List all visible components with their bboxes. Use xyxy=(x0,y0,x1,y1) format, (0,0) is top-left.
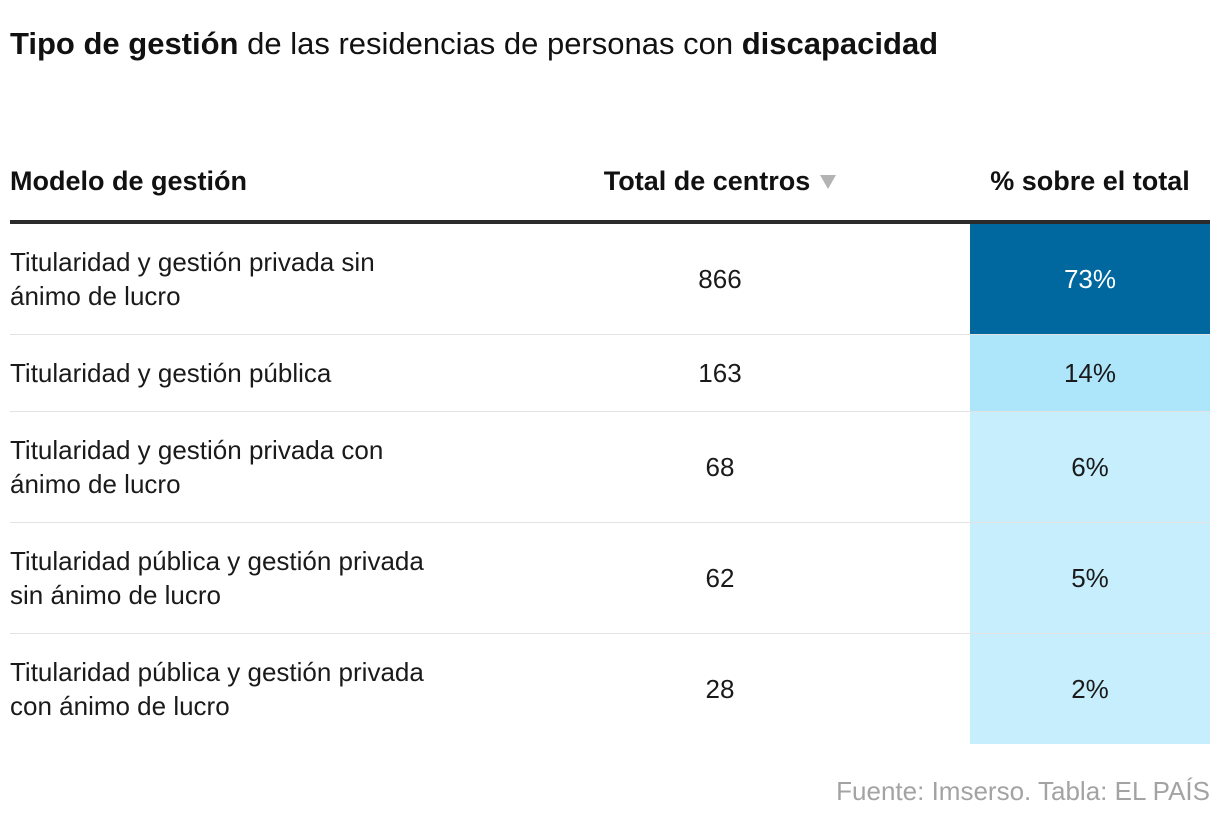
cell-pct: 2% xyxy=(970,634,1210,744)
source-note: Fuente: Imserso. Tabla: EL PAÍS xyxy=(836,776,1210,806)
header-total[interactable]: Total de centros xyxy=(520,160,920,202)
table-row: Titularidad y gestión pública 163 14% xyxy=(10,335,1210,412)
cell-pct: 6% xyxy=(970,412,1210,522)
cell-pct: 73% xyxy=(970,224,1210,334)
cell-model: Titularidad y gestión privada sin ánimo … xyxy=(10,247,375,311)
table-header: Modelo de gestión Total de centros % sob… xyxy=(10,120,1210,224)
header-model[interactable]: Modelo de gestión xyxy=(10,166,248,196)
cell-pct: 14% xyxy=(970,335,1210,411)
cell-total: 68 xyxy=(705,451,735,482)
table-row: Titularidad pública y gestión privada co… xyxy=(10,634,1210,744)
cell-model: Titularidad y gestión privada con ánimo … xyxy=(10,435,384,499)
cell-pct: 5% xyxy=(970,523,1210,633)
cell-model: Titularidad y gestión pública xyxy=(10,358,332,388)
cell-total: 28 xyxy=(705,673,735,704)
cell-total: 866 xyxy=(698,263,742,294)
data-table: Modelo de gestión Total de centros % sob… xyxy=(10,120,1210,744)
title-bold-1: Tipo de gestión xyxy=(10,26,239,61)
title-bold-2: discapacidad xyxy=(741,26,939,61)
cell-model: Titularidad pública y gestión privada si… xyxy=(10,546,424,610)
chart-title: Tipo de gestión de las residencias de pe… xyxy=(10,24,938,64)
cell-model: Titularidad pública y gestión privada co… xyxy=(10,657,424,721)
sort-descending-icon xyxy=(820,175,837,189)
table-row: Titularidad y gestión privada sin ánimo … xyxy=(10,224,1210,335)
table-row: Titularidad pública y gestión privada si… xyxy=(10,523,1210,634)
header-pct[interactable]: % sobre el total xyxy=(990,166,1190,196)
cell-total: 62 xyxy=(705,562,735,593)
cell-total: 163 xyxy=(698,357,742,388)
table-body: Titularidad y gestión privada sin ánimo … xyxy=(10,224,1210,744)
title-middle: de las residencias de personas con xyxy=(238,26,742,61)
table-row: Titularidad y gestión privada con ánimo … xyxy=(10,412,1210,523)
header-total-label: Total de centros xyxy=(603,166,811,196)
